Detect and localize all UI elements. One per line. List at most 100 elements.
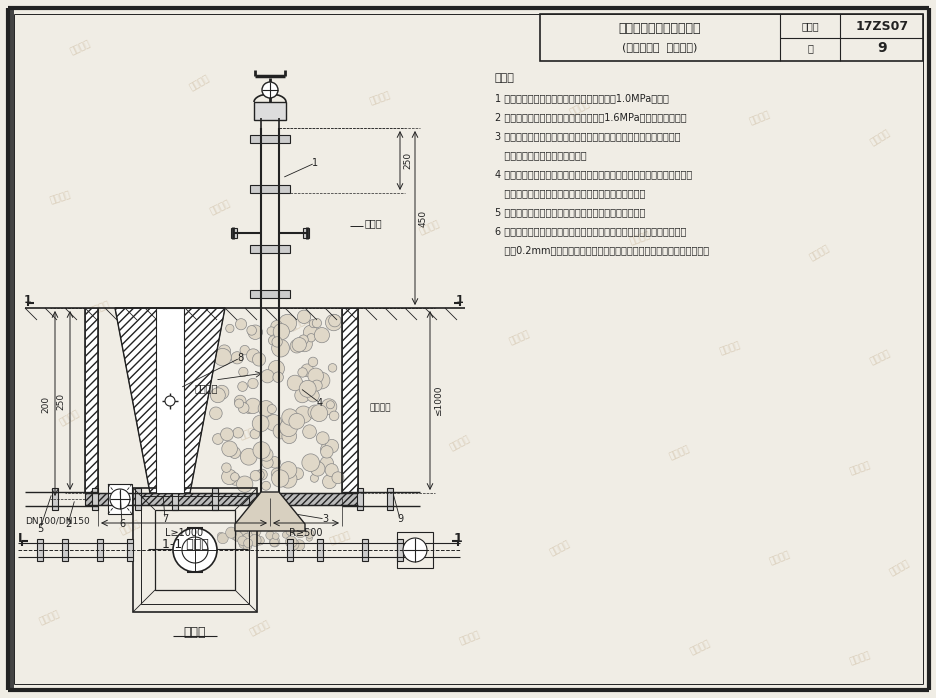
Text: 说明：: 说明： [494,73,514,83]
Text: 图集号: 图集号 [800,21,818,31]
Circle shape [295,388,310,403]
Circle shape [270,538,278,547]
Circle shape [267,327,275,335]
Bar [302,228,309,238]
Bar [85,308,98,493]
Circle shape [250,429,259,439]
Circle shape [110,489,130,509]
Bar [212,488,218,510]
Bar [316,539,323,561]
Bar [387,488,392,510]
Circle shape [279,419,298,437]
Text: 17ZS07: 17ZS07 [855,20,908,33]
Circle shape [239,539,248,549]
Circle shape [288,413,304,429]
Circle shape [328,364,336,372]
Circle shape [217,533,228,544]
Circle shape [231,352,243,364]
Circle shape [238,382,247,392]
Text: 启扉学院: 启扉学院 [667,445,691,461]
Text: 启扉学院: 启扉学院 [718,340,741,356]
Text: 9: 9 [397,514,402,524]
Circle shape [226,527,237,538]
Circle shape [249,535,261,547]
Circle shape [271,468,282,479]
Circle shape [285,528,293,535]
Circle shape [247,378,258,389]
Text: 启扉学院: 启扉学院 [868,349,891,366]
Bar [250,185,289,193]
Circle shape [300,529,307,536]
Text: 450: 450 [418,209,427,227]
Circle shape [325,440,338,453]
Bar [37,539,43,561]
Text: 2 其他类型可按本图安装，当公称压力为1.6MPa时采用法兰连接。: 2 其他类型可按本图安装，当公称压力为1.6MPa时采用法兰连接。 [494,112,686,122]
Circle shape [211,388,225,403]
Circle shape [329,315,341,327]
Text: 启扉学院: 启扉学院 [568,99,591,117]
Text: 启扉学院: 启扉学院 [49,191,71,206]
Circle shape [233,531,242,542]
Text: 进水口: 进水口 [365,218,382,228]
Bar [135,488,140,510]
Text: 兰盖依据消火栓安装说明设置。: 兰盖依据消火栓安装说明设置。 [494,150,586,160]
Circle shape [300,364,314,377]
Circle shape [289,415,301,429]
Text: 1: 1 [456,295,463,305]
Text: 页: 页 [806,43,812,53]
Circle shape [295,406,312,423]
Text: 启扉学院: 启扉学院 [548,539,571,557]
Circle shape [331,472,344,484]
Circle shape [273,324,289,340]
Bar [342,308,358,493]
Text: 4: 4 [316,398,323,408]
Circle shape [298,368,307,377]
Circle shape [285,536,297,548]
Circle shape [239,367,248,377]
Circle shape [212,433,223,445]
Circle shape [271,336,282,347]
Text: 5: 5 [37,524,43,534]
Circle shape [261,482,271,490]
Circle shape [326,401,334,409]
Circle shape [246,325,256,335]
Circle shape [238,536,247,545]
Text: ≤1000: ≤1000 [434,386,443,416]
Circle shape [297,336,312,352]
Text: 启扉学院: 启扉学院 [847,460,870,476]
Circle shape [165,396,175,406]
Circle shape [280,461,297,479]
Circle shape [311,405,328,422]
Text: 启扉学院: 启扉学院 [248,619,271,637]
Circle shape [325,314,342,331]
Text: 卵石回填: 卵石回填 [370,403,391,413]
Circle shape [242,533,254,545]
Circle shape [214,385,228,399]
Text: 启扉学院: 启扉学院 [58,409,81,427]
Circle shape [261,457,273,468]
Polygon shape [235,492,305,531]
Text: 启扉学院: 启扉学院 [847,650,870,666]
Circle shape [272,533,279,540]
Bar [254,102,285,120]
Text: 1-1 剖面图: 1-1 剖面图 [161,538,208,551]
Text: 1: 1 [453,531,461,544]
Circle shape [311,461,322,473]
Text: 启扉学院: 启扉学院 [208,199,231,217]
Text: 6 凡埋入土中的法兰接口涂沥青冷底子油及热沥青各两遍，并用沥青麻布: 6 凡埋入土中的法兰接口涂沥青冷底子油及热沥青各两遍，并用沥青麻布 [494,226,686,236]
Text: 1: 1 [24,295,32,305]
Bar [231,228,237,238]
Bar [8,8,14,690]
Circle shape [248,325,262,339]
Text: 250: 250 [56,392,66,410]
Circle shape [311,380,322,391]
Circle shape [278,314,297,332]
Circle shape [312,318,321,327]
Circle shape [217,533,224,540]
Circle shape [299,335,308,345]
Bar [250,135,289,143]
Circle shape [321,399,336,415]
Circle shape [239,529,248,538]
Circle shape [305,530,314,538]
Bar [97,539,103,561]
